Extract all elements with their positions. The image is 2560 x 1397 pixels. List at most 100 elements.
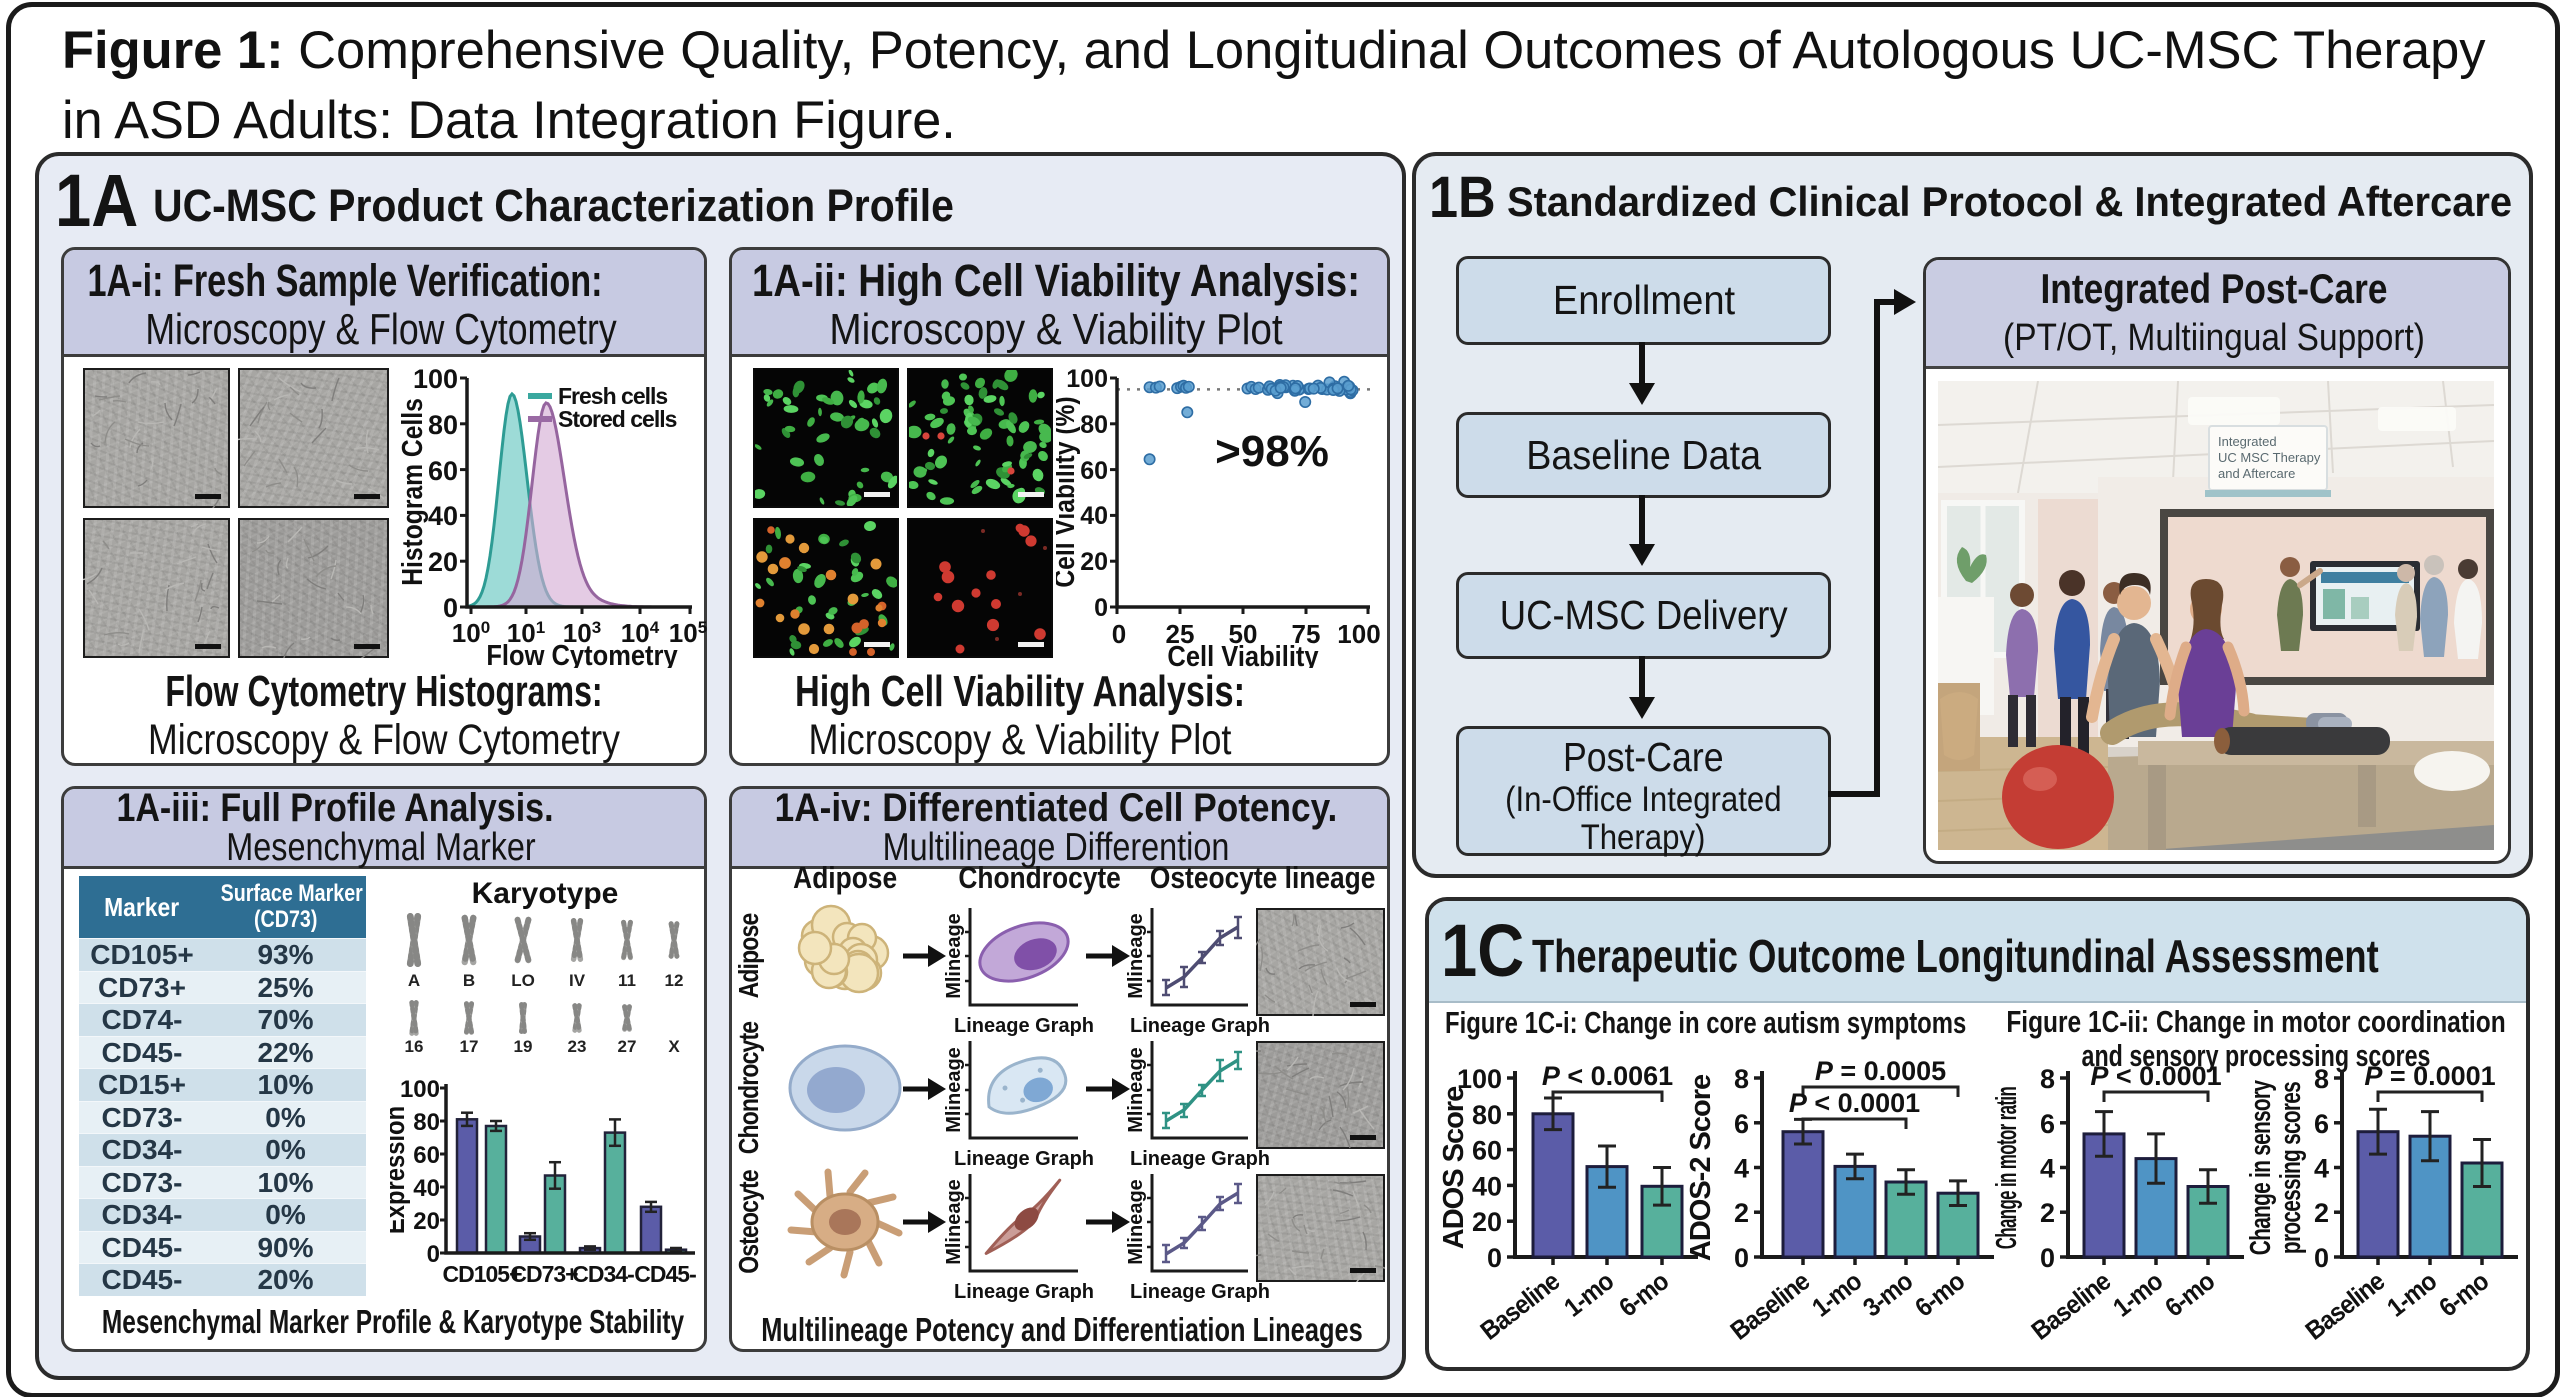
svg-text:Flow Cytometry: Flow Cytometry [486, 638, 678, 668]
svg-text:40: 40 [428, 501, 458, 531]
svg-text:P < 0.0061: P < 0.0061 [1542, 1061, 1673, 1091]
svg-text:23: 23 [568, 1037, 587, 1056]
svg-text:Mlineage: Mlineage [943, 1179, 965, 1265]
svg-text:UC MSC Therapy: UC MSC Therapy [2218, 450, 2321, 465]
svg-text:27: 27 [618, 1037, 637, 1056]
svg-text:75: 75 [1292, 619, 1321, 649]
svg-text:100: 100 [400, 1076, 440, 1103]
svg-text:80: 80 [1472, 1100, 1502, 1130]
svg-text:25: 25 [1166, 619, 1195, 649]
svg-text:60: 60 [1472, 1136, 1502, 1166]
svg-text:Lineage Graph: Lineage Graph [1130, 1281, 1270, 1303]
svg-text:2: 2 [1734, 1198, 1749, 1228]
svg-text:>98%: >98% [1215, 427, 1329, 476]
svg-text:1-mo: 1-mo [2108, 1267, 2169, 1323]
svg-text:11: 11 [618, 971, 636, 990]
svg-text:100: 100 [1337, 619, 1380, 649]
svg-text:6: 6 [1734, 1109, 1749, 1139]
svg-text:3-mo: 3-mo [1858, 1267, 1919, 1323]
svg-text:ADOS Score: ADOS Score [1438, 1086, 1470, 1249]
svg-text:0: 0 [427, 1241, 440, 1268]
svg-text:0: 0 [2040, 1243, 2055, 1273]
svg-text:Cell Viability: Cell Viability [1167, 639, 1319, 668]
svg-text:17: 17 [460, 1037, 479, 1056]
svg-text:6-mo: 6-mo [1910, 1267, 1971, 1323]
svg-text:20: 20 [1080, 548, 1108, 576]
svg-text:CD45-: CD45- [634, 1261, 696, 1287]
svg-text:P < 0.0001: P < 0.0001 [2090, 1061, 2221, 1091]
svg-text:Mlineage: Mlineage [943, 1047, 965, 1133]
svg-text:60: 60 [1080, 457, 1108, 485]
svg-text:Lineage Graph: Lineage Graph [954, 1148, 1094, 1170]
svg-text:6: 6 [2314, 1109, 2329, 1139]
svg-text:100: 100 [1066, 365, 1108, 393]
svg-text:LO: LO [511, 971, 535, 990]
svg-text:20: 20 [413, 1208, 440, 1235]
svg-text:CD105+: CD105+ [442, 1261, 522, 1287]
svg-text:Integrated: Integrated [2218, 434, 2277, 449]
svg-text:Baseline: Baseline [2300, 1266, 2390, 1346]
svg-text:19: 19 [514, 1037, 533, 1056]
svg-text:and Aftercare: and Aftercare [2218, 466, 2295, 481]
svg-text:Osteocyte: Osteocyte [734, 1170, 765, 1274]
svg-text:6-mo: 6-mo [2434, 1267, 2495, 1323]
svg-text:Stored cells: Stored cells [558, 406, 677, 432]
svg-text:80: 80 [428, 410, 458, 440]
svg-text:4: 4 [1734, 1154, 1749, 1184]
svg-text:Lineage Graph: Lineage Graph [1130, 1148, 1270, 1170]
svg-text:8: 8 [1734, 1064, 1749, 1094]
svg-text:80: 80 [1080, 411, 1108, 439]
svg-text:0: 0 [1734, 1243, 1749, 1273]
svg-text:4: 4 [2040, 1154, 2055, 1184]
svg-text:Adipose: Adipose [734, 913, 765, 998]
svg-text:80: 80 [413, 1109, 440, 1136]
svg-text:0: 0 [1112, 619, 1126, 649]
svg-text:CD73+: CD73+ [510, 1261, 578, 1287]
svg-text:Fresh cells: Fresh cells [558, 383, 667, 409]
svg-text:40: 40 [1080, 502, 1108, 530]
svg-text:16: 16 [405, 1037, 424, 1056]
svg-text:6-mo: 6-mo [1614, 1267, 1675, 1323]
svg-text:processing scores: processing scores [2275, 1082, 2307, 1254]
svg-text:0: 0 [1094, 594, 1108, 622]
svg-text:2: 2 [2040, 1198, 2055, 1228]
svg-text:6: 6 [2040, 1109, 2055, 1139]
svg-text:4: 4 [2314, 1154, 2329, 1184]
svg-text:Histogram Cells: Histogram Cells [400, 398, 428, 586]
svg-text:Baseline: Baseline [1475, 1266, 1565, 1346]
svg-text:Cell Viability (%): Cell Viability (%) [1056, 396, 1080, 587]
svg-text:A: A [408, 971, 420, 990]
svg-text:Mlineage: Mlineage [1125, 1047, 1147, 1133]
svg-text:40: 40 [413, 1175, 440, 1202]
svg-text:P < 0.0001: P < 0.0001 [1789, 1088, 1920, 1118]
svg-text:Change in motor ratin: Change in motor ratin [1992, 1087, 2024, 1249]
svg-text:Mlineage: Mlineage [943, 913, 965, 999]
svg-text:Expression: Expression [390, 1106, 410, 1234]
svg-text:1-mo: 1-mo [1559, 1267, 1620, 1323]
svg-text:6-mo: 6-mo [2160, 1267, 2221, 1323]
svg-text:2: 2 [2314, 1198, 2329, 1228]
svg-text:X: X [668, 1037, 680, 1056]
svg-text:B: B [463, 971, 475, 990]
svg-text:ADOS-2 Score: ADOS-2 Score [1685, 1074, 1717, 1261]
svg-text:100: 100 [1457, 1064, 1502, 1094]
svg-text:Baseline: Baseline [2026, 1266, 2116, 1346]
svg-text:Lineage Graph: Lineage Graph [1130, 1015, 1270, 1037]
svg-text:8: 8 [2314, 1064, 2329, 1094]
svg-text:Chondrocyte: Chondrocyte [734, 1021, 765, 1154]
svg-text:Lineage Graph: Lineage Graph [954, 1281, 1094, 1303]
svg-text:60: 60 [413, 1142, 440, 1169]
svg-text:20: 20 [428, 547, 458, 577]
svg-text:P = 0.0001: P = 0.0001 [2364, 1061, 2495, 1091]
svg-text:Karyotype: Karyotype [472, 880, 619, 910]
svg-text:100: 100 [413, 364, 458, 394]
svg-text:Baseline: Baseline [1725, 1266, 1815, 1346]
svg-text:50: 50 [1229, 619, 1258, 649]
svg-text:1-mo: 1-mo [1807, 1267, 1868, 1323]
svg-text:60: 60 [428, 456, 458, 486]
svg-text:0: 0 [1487, 1243, 1502, 1273]
svg-text:Mlineage: Mlineage [1125, 1179, 1147, 1265]
svg-text:100: 100 [452, 618, 490, 648]
svg-text:12: 12 [665, 971, 684, 990]
svg-text:CD34-: CD34- [572, 1261, 634, 1287]
